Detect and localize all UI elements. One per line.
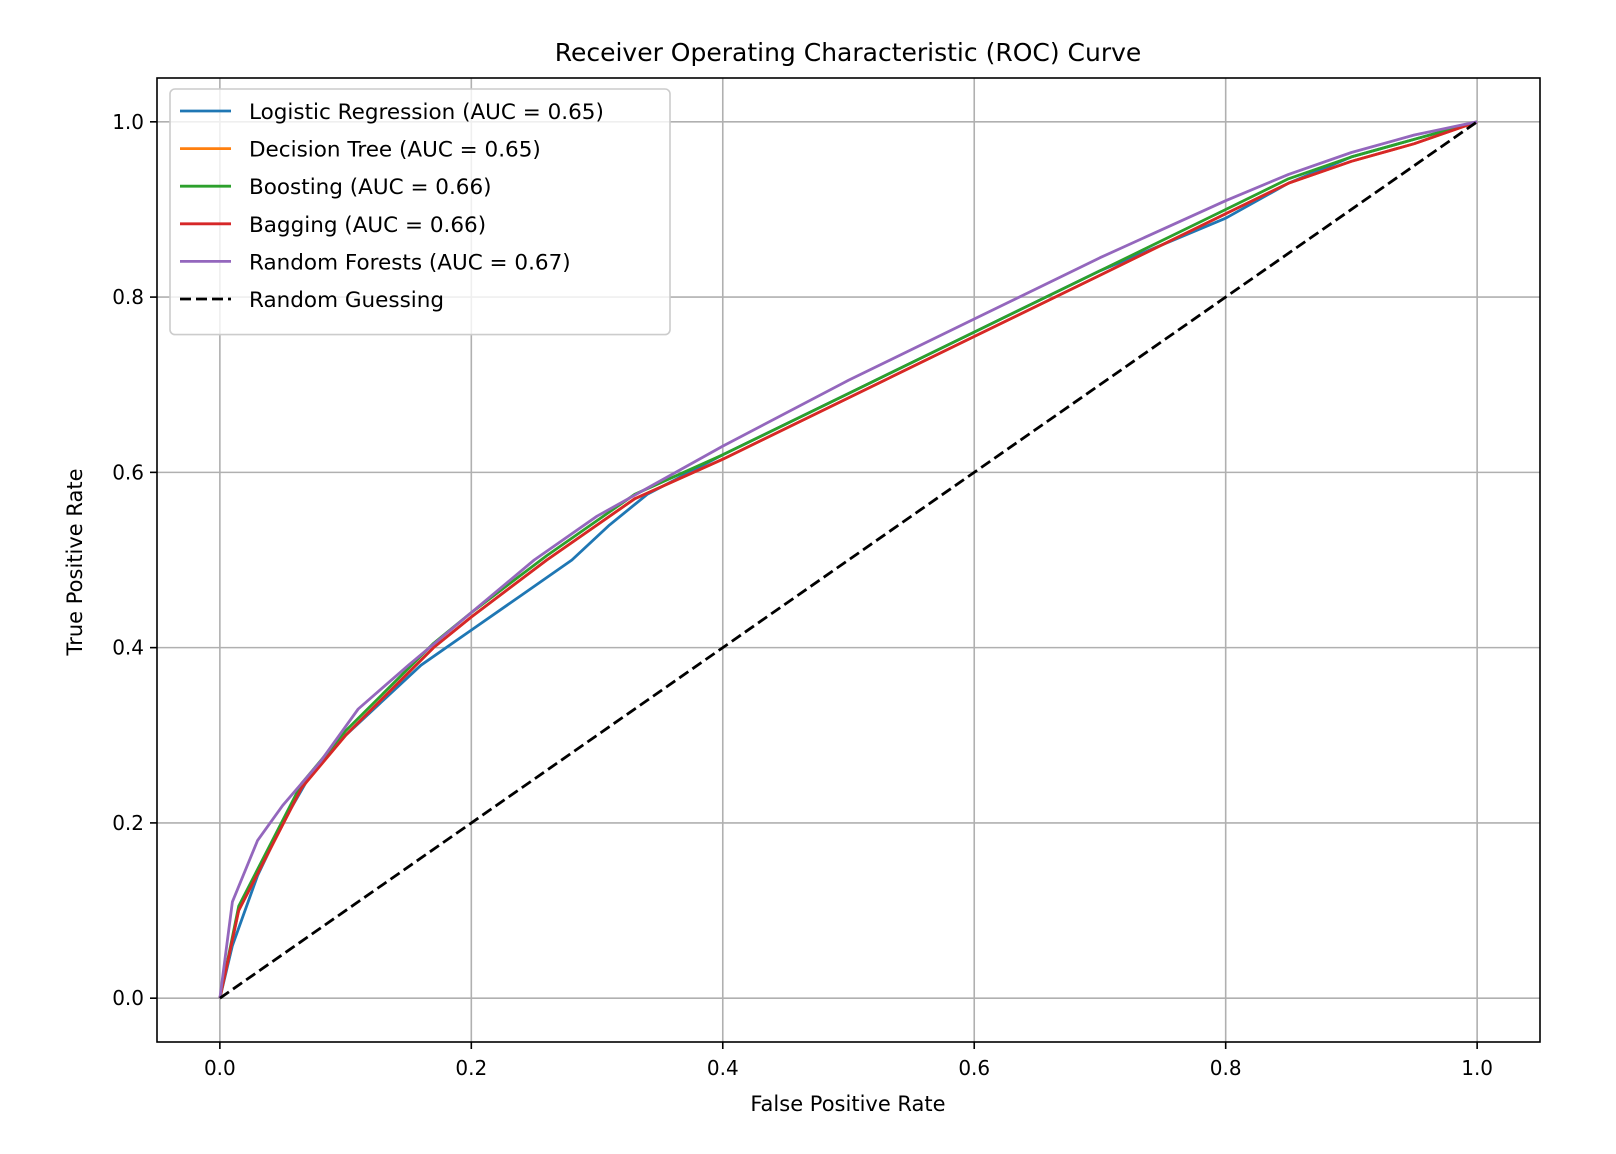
x-axis-label: False Positive Rate	[750, 1092, 945, 1116]
x-tick-label: 1.0	[1461, 1056, 1493, 1080]
series-group	[218, 120, 1478, 1000]
x-tick-label: 0.2	[455, 1056, 487, 1080]
series-line-3	[218, 120, 1478, 999]
legend-label-4: Random Forests (AUC = 0.67)	[249, 250, 571, 275]
legend-box	[169, 88, 671, 336]
y-axis-label: True Positive Rate	[63, 468, 87, 656]
series-line-4	[218, 120, 1478, 999]
x-tick-label: 0.0	[204, 1056, 236, 1080]
plot-frame	[156, 77, 1541, 1043]
legend-label-2: Boosting (AUC = 0.66)	[249, 175, 492, 200]
legend-label-1: Decision Tree (AUC = 0.65)	[249, 138, 541, 163]
y-tick-label: 0.2	[112, 811, 144, 835]
x-tick-label: 0.4	[707, 1056, 739, 1080]
y-tick-label: 0.8	[112, 285, 144, 309]
grid	[157, 78, 1540, 1042]
y-tick-label: 0.4	[112, 636, 144, 660]
x-tick-label: 0.6	[958, 1056, 990, 1080]
chart-title: Receiver Operating Characteristic (ROC) …	[555, 38, 1142, 67]
x-tick-label: 0.8	[1210, 1056, 1242, 1080]
legend-label-0: Logistic Regression (AUC = 0.65)	[249, 100, 604, 125]
legend: Logistic Regression (AUC = 0.65) Decision…	[169, 88, 671, 336]
y-tick-label: 0.6	[112, 460, 144, 484]
y-tick-label: 0.0	[112, 986, 144, 1010]
legend-label-3: Bagging (AUC = 0.66)	[249, 213, 486, 238]
axes: 0.0 0.2 0.4 0.6 0.8 1.0 0.0 0.2 0.4 0.6 0.8 1.0	[112, 110, 1493, 1080]
plot-area-border	[156, 77, 1541, 1043]
legend-label-5: Random Guessing	[249, 288, 444, 313]
y-tick-label: 1.0	[112, 110, 144, 134]
